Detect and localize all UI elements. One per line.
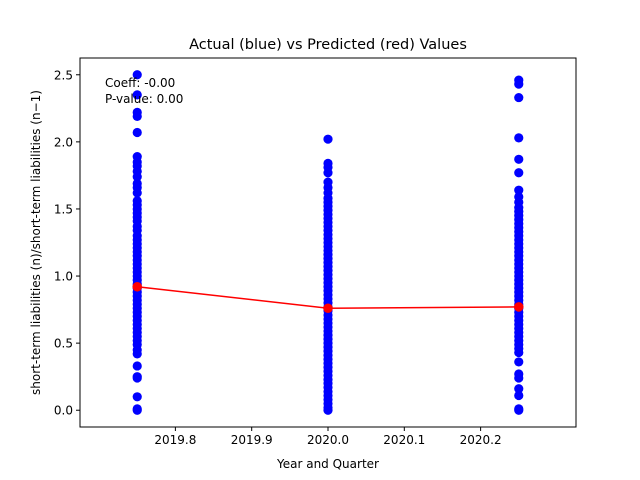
chart-title: Actual (blue) vs Predicted (red) Values <box>189 37 467 53</box>
predicted-point-0 <box>132 281 143 292</box>
actual-point-4 <box>132 127 142 138</box>
actual-point-51 <box>132 361 142 371</box>
actual-point-53 <box>132 373 142 383</box>
x-tick-label-2: 2020.0 <box>307 433 349 447</box>
actual-point-3 <box>132 111 142 121</box>
predicted-line-layer <box>132 281 524 314</box>
coeff-annotation: Coeff: -0.00 <box>105 76 175 90</box>
actual-point-167 <box>514 384 524 394</box>
actual-point-120 <box>514 92 524 103</box>
x-axis-label: Year and Quarter <box>276 457 379 471</box>
x-tick-label-0: 2019.8 <box>154 433 196 447</box>
actual-point-50 <box>132 349 142 359</box>
y-tick-label-4: 2.0 <box>54 135 73 149</box>
actual-point-163 <box>514 347 524 358</box>
predicted-point-2 <box>513 302 524 312</box>
actual-point-164 <box>514 357 524 367</box>
actual-point-119 <box>514 79 524 89</box>
y-tick-label-1: 0.5 <box>54 337 73 351</box>
x-tick-label-1: 2019.9 <box>231 433 273 447</box>
actual-point-57 <box>323 134 333 144</box>
actual-point-1 <box>132 90 142 100</box>
y-tick-label-2: 1.0 <box>54 270 73 284</box>
actual-point-170 <box>514 405 524 415</box>
x-tick-label-3: 2020.1 <box>383 433 425 447</box>
x-tick-label-4: 2020.2 <box>460 433 502 447</box>
actual-point-124 <box>514 185 524 195</box>
y-tick-label-5: 2.5 <box>54 68 73 82</box>
plot-area <box>132 70 524 415</box>
actual-point-0 <box>132 70 142 80</box>
y-axis-label: short-term liabilities (n)/short-term li… <box>29 90 43 395</box>
actual-point-54 <box>132 392 142 402</box>
actual-point-168 <box>514 390 524 401</box>
y-tick-label-0: 0.0 <box>54 404 73 418</box>
actual-point-121 <box>514 133 524 143</box>
x-axis: 2019.8 2019.9 2020.0 2020.1 2020.2 <box>154 427 502 447</box>
actual-point-56 <box>132 405 142 415</box>
actual-point-60 <box>323 168 333 178</box>
actual-point-12 <box>132 188 142 198</box>
predicted-point-1 <box>323 303 333 314</box>
actual-point-117 <box>323 405 333 415</box>
actual-point-122 <box>514 154 524 164</box>
y-tick-label-3: 1.5 <box>54 202 73 216</box>
pvalue-annotation: P-value: 0.00 <box>105 92 183 106</box>
actual-point-166 <box>514 373 524 383</box>
y-axis: 0.0 0.5 1.0 1.5 2.0 2.5 <box>54 68 80 418</box>
actual-point-123 <box>514 168 524 178</box>
actual-point-9 <box>132 172 142 182</box>
